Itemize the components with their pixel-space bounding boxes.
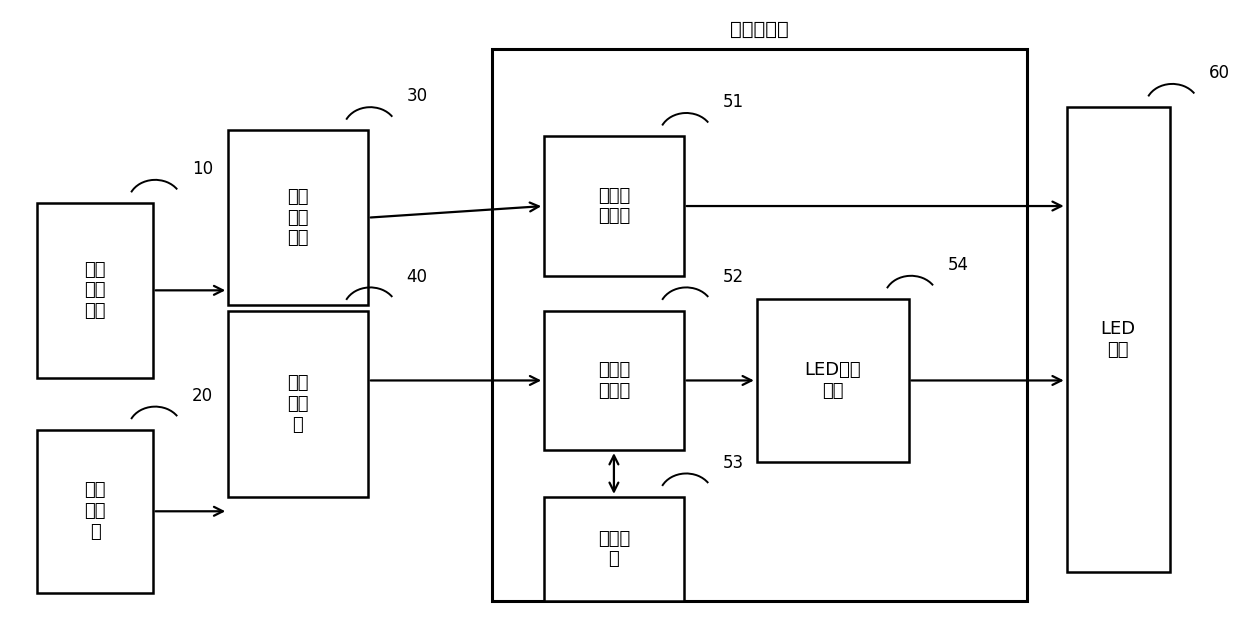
Text: 40: 40 xyxy=(407,268,428,286)
Text: 信号接
收模块: 信号接 收模块 xyxy=(598,361,630,400)
Text: 车身
控制
器: 车身 控制 器 xyxy=(288,374,309,434)
Text: 52: 52 xyxy=(723,268,744,286)
Text: LED
灯板: LED 灯板 xyxy=(1101,320,1136,359)
Text: 车灯控制器: 车灯控制器 xyxy=(730,20,789,39)
Text: 车载
多媒
体: 车载 多媒 体 xyxy=(84,482,105,541)
Text: LED控制
模块: LED控制 模块 xyxy=(805,361,861,400)
Text: 51: 51 xyxy=(723,94,744,111)
Text: 车载
直流
电源: 车载 直流 电源 xyxy=(288,188,309,248)
Bar xyxy=(756,299,909,462)
Bar xyxy=(544,311,683,450)
Text: 车身
遥控
钥匙: 车身 遥控 钥匙 xyxy=(84,260,105,320)
Bar xyxy=(228,311,368,497)
Text: 20: 20 xyxy=(192,387,213,405)
Text: 54: 54 xyxy=(947,256,968,274)
Text: 30: 30 xyxy=(407,87,428,106)
Bar xyxy=(1066,107,1169,573)
Text: 53: 53 xyxy=(723,454,744,471)
Bar xyxy=(37,430,153,593)
Bar xyxy=(544,497,683,602)
Text: 存储模
块: 存储模 块 xyxy=(598,530,630,568)
Bar xyxy=(37,203,153,377)
Text: 10: 10 xyxy=(192,160,213,178)
Text: 系统电
源模块: 系统电 源模块 xyxy=(598,186,630,226)
Bar xyxy=(492,49,1027,602)
Bar xyxy=(228,130,368,305)
Text: 60: 60 xyxy=(1209,64,1230,82)
Bar xyxy=(544,137,683,276)
